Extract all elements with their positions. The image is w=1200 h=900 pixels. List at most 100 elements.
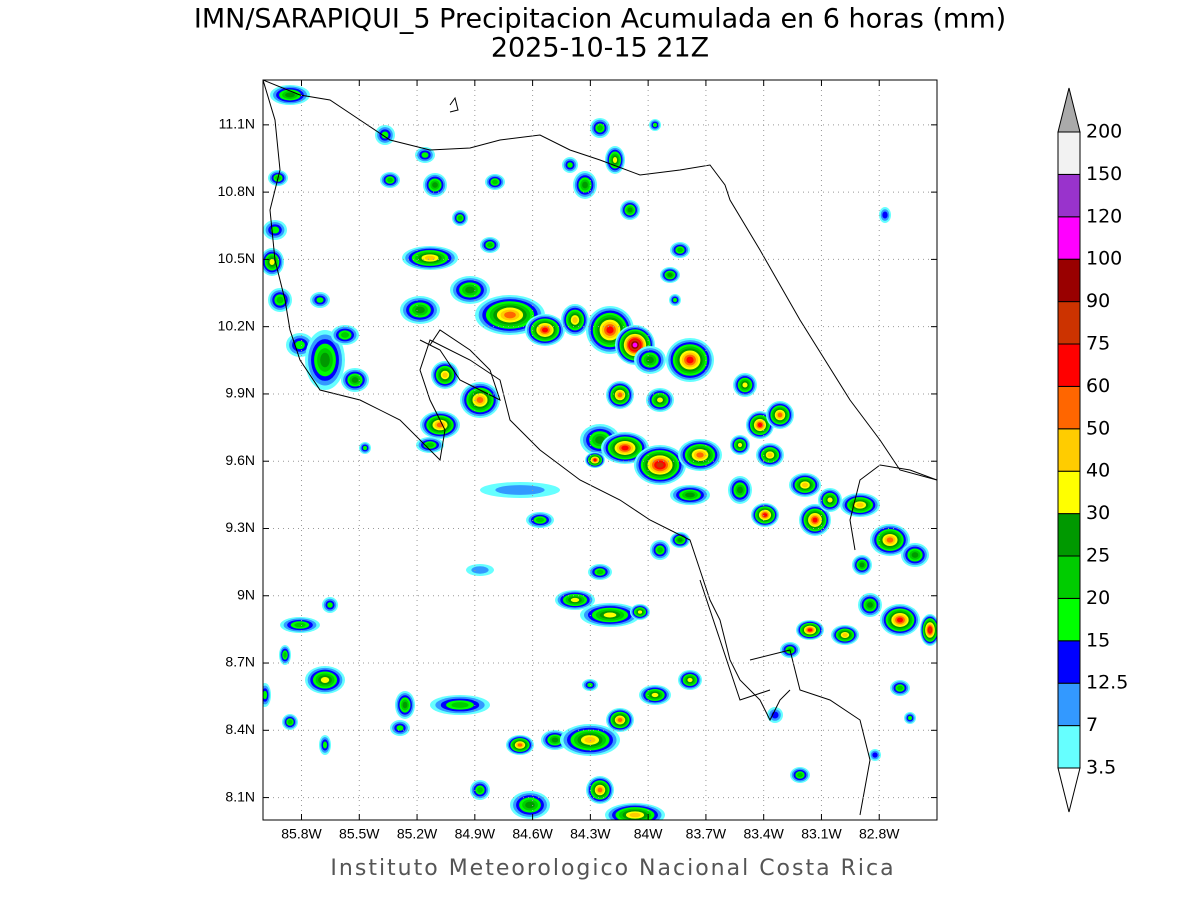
rain-cell: [294, 622, 306, 628]
rain-cell: [351, 377, 359, 383]
rain-cell: [476, 397, 484, 403]
rain-cell: [617, 718, 623, 722]
colorbar-label: 3.5: [1086, 757, 1116, 779]
colorbar-box: [1057, 725, 1081, 769]
rain-cell: [387, 177, 393, 183]
lon-tick-label: 85.2W: [397, 826, 438, 842]
rain-cell: [270, 226, 280, 234]
rain-cell: [685, 492, 695, 498]
rain-cell: [595, 436, 605, 444]
rain-cell: [797, 772, 803, 778]
colorbar-box: [1057, 258, 1081, 303]
rain-cell: [322, 741, 328, 749]
lat-tick-label: 9N: [237, 586, 255, 602]
colorbar-box: [1057, 513, 1081, 557]
rain-cell: [677, 247, 683, 253]
rain-cell: [696, 452, 704, 458]
rain-cell: [657, 397, 663, 403]
lat-tick-label: 10.2N: [218, 317, 255, 333]
map-subtitle: 2025-10-15 21Z: [491, 33, 709, 64]
rain-cell: [637, 610, 643, 614]
colorbar-under: [1057, 767, 1081, 813]
coastline: [419, 329, 501, 401]
rain-cell: [629, 812, 641, 818]
rain-cell: [396, 725, 404, 731]
rain-cell: [477, 787, 483, 793]
colorbar-label: 100: [1086, 248, 1122, 270]
colorbar-label: 50: [1086, 417, 1110, 439]
rain-cell: [525, 801, 535, 809]
colorbar-box: [1057, 640, 1081, 684]
lon-tick-label: 83.4W: [743, 826, 784, 842]
colorbar-over: [1057, 87, 1081, 133]
rain-cell: [737, 442, 743, 448]
colorbar-label: 15: [1086, 629, 1110, 651]
plot-frame: [262, 79, 938, 821]
rain-cell: [646, 356, 654, 364]
lon-tick-label: 85.8W: [281, 826, 322, 842]
colorbar-label: 30: [1086, 502, 1110, 524]
rain-cell: [551, 737, 559, 743]
rain-cell: [287, 719, 293, 725]
colorbar-box: [1057, 385, 1081, 430]
rain-cell: [928, 627, 932, 633]
coastlines: [263, 80, 937, 816]
rain-cell: [807, 628, 813, 632]
rain-cell: [651, 692, 659, 698]
rain-cell: [907, 715, 913, 721]
colorbar-box: [1057, 470, 1081, 515]
credit: Instituto Meteorologico Nacional Costa R…: [330, 856, 895, 881]
rain-cell: [504, 311, 516, 319]
colorbar-label: 120: [1086, 205, 1122, 227]
rain-cell: [677, 538, 683, 542]
rain-cell: [517, 743, 523, 747]
rain-cell: [656, 462, 664, 468]
lon-tick-label: 85.5W: [339, 826, 380, 842]
rain-cell: [612, 157, 618, 163]
rain-cell: [617, 392, 623, 398]
map-title: IMN/SARAPIQUI_5 Precipitacion Acumulada …: [194, 4, 1006, 35]
lon-tick-label: 82.8W: [859, 826, 900, 842]
colorbar-box: [1057, 173, 1081, 218]
colorbar-box: [1057, 343, 1081, 387]
colorbar-label: 12.5: [1086, 672, 1128, 694]
lat-tick-label: 9.9N: [225, 385, 255, 401]
lat-tick-label: 8.4N: [225, 721, 255, 737]
rain-cell: [606, 326, 614, 334]
coastline: [263, 80, 791, 722]
rain-cell: [442, 372, 448, 378]
rain-cell: [687, 677, 693, 683]
lat-tick-label: 8.7N: [225, 654, 255, 670]
rain-cell: [402, 701, 408, 709]
rain-cell: [426, 442, 434, 448]
rain-cell: [603, 612, 617, 618]
rain-cell: [842, 633, 848, 637]
lon-tick-label: 83.1W: [801, 826, 842, 842]
rain-cell: [320, 677, 330, 683]
precipitation-field: [263, 85, 937, 820]
rain-cell: [856, 502, 864, 508]
colorbar-label: 7: [1086, 714, 1098, 736]
rain-cell: [672, 297, 678, 303]
rain-cell: [596, 569, 604, 575]
rain-cell: [421, 152, 429, 158]
rain-cell: [269, 259, 275, 265]
rain-cell: [495, 485, 545, 495]
rain-cell: [597, 125, 603, 131]
rain-cell: [572, 317, 578, 323]
rain-cell: [882, 211, 888, 219]
rain-cell: [451, 702, 469, 708]
lon-tick-label: 84.3W: [570, 826, 611, 842]
lat-tick-label: 11.1N: [219, 116, 255, 132]
rain-cell: [593, 458, 597, 462]
lon-tick-label: 84.9W: [455, 826, 496, 842]
coastline: [699, 579, 771, 701]
coastline: [449, 96, 459, 113]
rain-cell: [341, 332, 349, 338]
colorbar-label: 25: [1086, 545, 1110, 567]
rain-cell: [316, 297, 324, 303]
colorbar-box: [1057, 555, 1081, 599]
rain-cell: [567, 162, 573, 168]
lat-tick-label: 9.3N: [225, 519, 255, 535]
rain-cell: [742, 382, 748, 388]
